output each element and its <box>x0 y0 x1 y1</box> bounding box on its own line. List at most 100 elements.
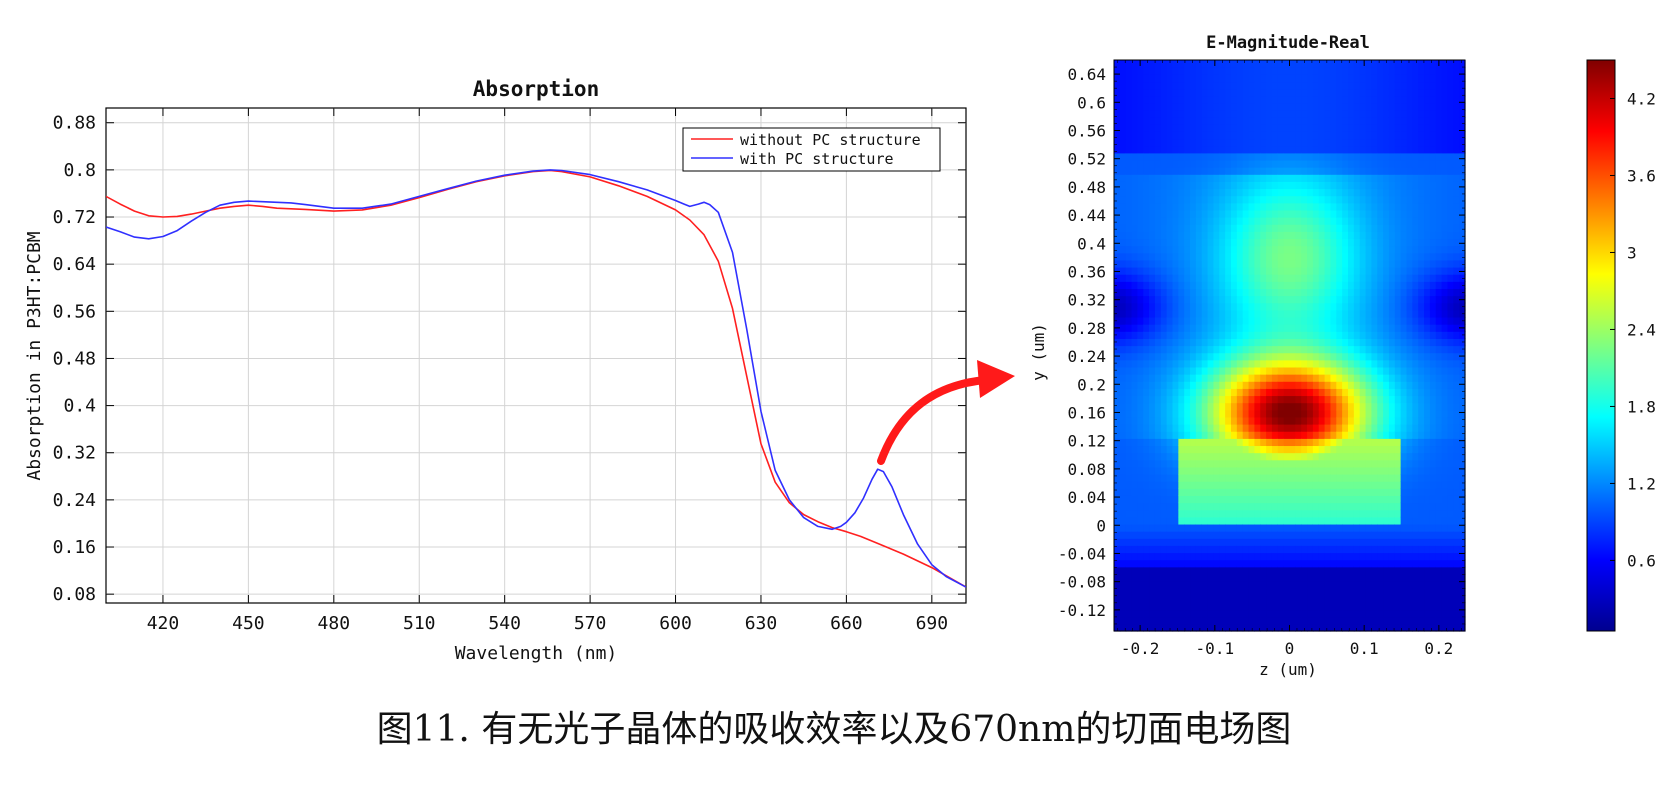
heatmap-cell <box>1271 366 1279 375</box>
heatmap-cell <box>1201 424 1209 432</box>
heatmap-cell <box>1312 109 1320 118</box>
heatmap-cell <box>1190 402 1197 411</box>
heatmap-cell <box>1125 295 1133 304</box>
heatmap-cell <box>1125 466 1133 475</box>
heatmap-cell <box>1283 438 1291 447</box>
heatmap-cell <box>1236 352 1244 361</box>
heatmap-cell <box>1125 588 1133 596</box>
heatmap-cell <box>1348 395 1355 404</box>
heatmap-cell <box>1342 288 1349 297</box>
heatmap-cell <box>1318 523 1326 532</box>
heatmap-cell <box>1295 259 1302 268</box>
heatmap-cell <box>1318 152 1326 161</box>
heatmap-cell <box>1201 452 1209 461</box>
heatmap-cell <box>1348 559 1355 568</box>
heatmap-cell <box>1283 88 1291 97</box>
heatmap-cell <box>1307 266 1314 275</box>
heatmap-cell <box>1236 309 1244 318</box>
heatmap-cell <box>1400 202 1408 211</box>
heatmap-cell <box>1400 238 1408 247</box>
heatmap-cell <box>1195 109 1203 118</box>
heatmap-cell <box>1371 359 1378 368</box>
heatmap-cell <box>1342 188 1349 197</box>
heatmap-cell <box>1453 224 1460 232</box>
heatmap-cell <box>1312 531 1320 539</box>
heatmap-cell <box>1441 124 1449 132</box>
heatmap-cell <box>1166 124 1174 132</box>
heatmap-cell <box>1453 345 1460 354</box>
heatmap-cell <box>1377 509 1384 518</box>
heatmap-cell <box>1154 566 1162 575</box>
heatmap-cell <box>1400 331 1408 339</box>
heatmap-cell <box>1453 581 1460 589</box>
heatmap-cell <box>1277 302 1285 311</box>
heatmap-cell <box>1266 395 1273 404</box>
heatmap-cell <box>1283 359 1291 368</box>
heatmap-cell <box>1447 152 1454 161</box>
heatmap-cell <box>1277 502 1285 511</box>
heatmap-cell <box>1447 431 1454 439</box>
heatmap-cell <box>1283 452 1291 461</box>
heatmap-cell <box>1242 466 1250 475</box>
heatmap-cell <box>1154 167 1162 175</box>
heatmap-cell <box>1388 331 1396 339</box>
heatmap-cell <box>1312 124 1320 132</box>
heatmap-cell <box>1365 509 1372 518</box>
heatmap-cell <box>1277 266 1285 275</box>
heatmap-cell <box>1412 159 1419 168</box>
heatmap-cell <box>1271 359 1279 368</box>
heatmap-cell <box>1137 67 1144 75</box>
heatmap-cell <box>1190 445 1197 454</box>
heatmap-cell <box>1213 124 1220 132</box>
heatmap-cell <box>1160 95 1168 104</box>
heatmap-cell <box>1400 559 1408 568</box>
heatmap-cell <box>1342 516 1349 525</box>
heatmap-cell <box>1172 338 1179 347</box>
heatmap-cell <box>1137 274 1144 282</box>
heatmap-cell <box>1412 431 1419 439</box>
heatmap-cell <box>1178 138 1185 147</box>
heatmap-cell <box>1225 416 1232 425</box>
heatmap-cell <box>1365 381 1372 389</box>
heatmap-cell <box>1201 402 1209 411</box>
heatmap-cell <box>1225 274 1232 282</box>
heatmap-cell <box>1289 88 1296 97</box>
heatmap-cell <box>1348 402 1355 411</box>
heatmap-cell <box>1383 438 1390 447</box>
heatmap-cell <box>1248 316 1255 325</box>
heatmap-cell <box>1225 595 1232 604</box>
heatmap-cell <box>1307 245 1314 254</box>
heatmap-cell <box>1219 259 1226 268</box>
heatmap-cell <box>1336 481 1343 489</box>
heatmap-cell <box>1312 345 1320 354</box>
heatmap-cell <box>1166 224 1174 232</box>
heatmap-cell <box>1160 602 1168 611</box>
heatmap-cell <box>1143 531 1150 539</box>
heatmap-cell <box>1295 252 1302 261</box>
heatmap-cell <box>1424 281 1431 289</box>
heatmap-cell <box>1353 238 1361 247</box>
heatmap-cell <box>1137 88 1144 97</box>
heatmap-cell <box>1213 566 1220 575</box>
heatmap-cell <box>1166 331 1174 339</box>
heatmap-cell <box>1447 481 1454 489</box>
heatmap-cell <box>1143 159 1150 168</box>
heatmap-cell <box>1225 424 1232 432</box>
heatmap-cell <box>1424 552 1431 561</box>
heatmap-cell <box>1400 209 1408 218</box>
heatmap-cell <box>1312 588 1320 596</box>
heatmap-cell <box>1359 252 1367 261</box>
heatmap-cell <box>1166 274 1174 282</box>
heatmap-cell <box>1172 74 1179 83</box>
heatmap-cell <box>1125 288 1133 297</box>
heatmap-cell <box>1336 288 1343 297</box>
heatmap-cell <box>1131 595 1138 604</box>
heatmap-cell <box>1154 466 1162 475</box>
heatmap-cell <box>1242 352 1250 361</box>
heatmap-cell <box>1412 395 1419 404</box>
heatmap-cell <box>1289 352 1296 361</box>
heatmap-cell <box>1330 531 1337 539</box>
heatmap-cell <box>1260 259 1267 268</box>
heatmap-cell <box>1365 531 1372 539</box>
heatmap-cell <box>1184 259 1191 268</box>
